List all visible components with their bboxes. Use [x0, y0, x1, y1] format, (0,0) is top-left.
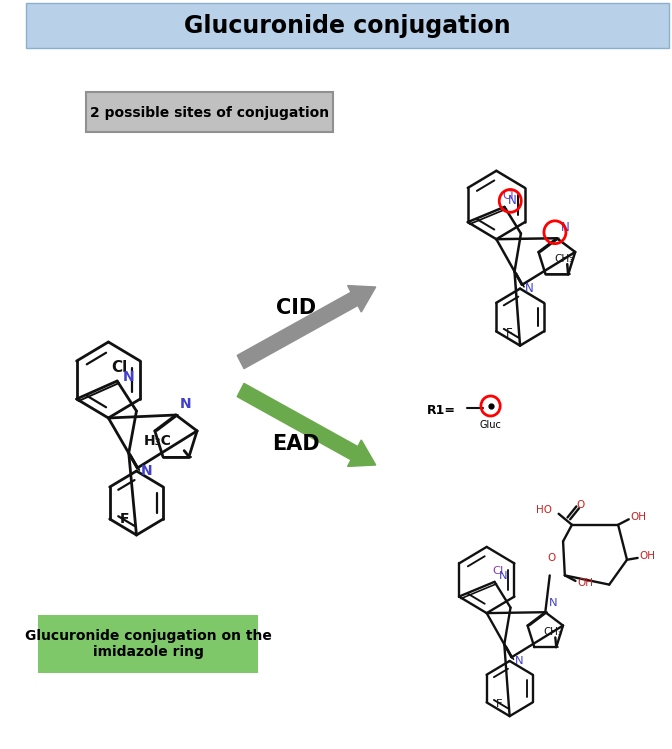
FancyBboxPatch shape [26, 3, 669, 48]
Text: OH: OH [577, 577, 593, 588]
Text: O: O [548, 554, 556, 563]
Text: R1=: R1= [427, 404, 456, 416]
Text: Glucuronide conjugation: Glucuronide conjugation [184, 14, 511, 38]
Text: N: N [499, 571, 507, 580]
Text: CH₃: CH₃ [543, 628, 562, 637]
Text: N: N [123, 370, 134, 384]
Text: N: N [180, 397, 192, 411]
Text: H₃C: H₃C [144, 434, 171, 448]
Text: O: O [577, 500, 585, 509]
Text: CID: CID [276, 298, 316, 318]
Text: N: N [525, 282, 534, 295]
Text: N: N [549, 598, 558, 608]
Text: Cl: Cl [493, 565, 504, 576]
Text: Cl: Cl [111, 360, 127, 374]
Text: F: F [495, 700, 502, 709]
FancyArrow shape [237, 285, 376, 369]
Text: N: N [515, 656, 523, 667]
FancyArrow shape [237, 383, 376, 467]
Text: Glucuronide conjugation on the
imidazole ring: Glucuronide conjugation on the imidazole… [24, 629, 271, 659]
Text: OH: OH [630, 512, 646, 523]
Text: Cl: Cl [503, 189, 514, 202]
Text: 2 possible sites of conjugation: 2 possible sites of conjugation [90, 106, 329, 120]
Text: HO: HO [536, 505, 552, 515]
Text: EAD: EAD [271, 434, 319, 454]
Text: F: F [505, 327, 512, 340]
Text: N: N [141, 464, 153, 478]
Text: OH: OH [640, 551, 655, 561]
FancyBboxPatch shape [86, 92, 333, 132]
Text: CH₃: CH₃ [554, 254, 574, 264]
Text: N: N [560, 221, 569, 234]
Text: N: N [508, 195, 517, 207]
Text: F: F [120, 512, 129, 526]
FancyBboxPatch shape [38, 615, 258, 673]
Text: Gluc: Gluc [480, 420, 501, 430]
